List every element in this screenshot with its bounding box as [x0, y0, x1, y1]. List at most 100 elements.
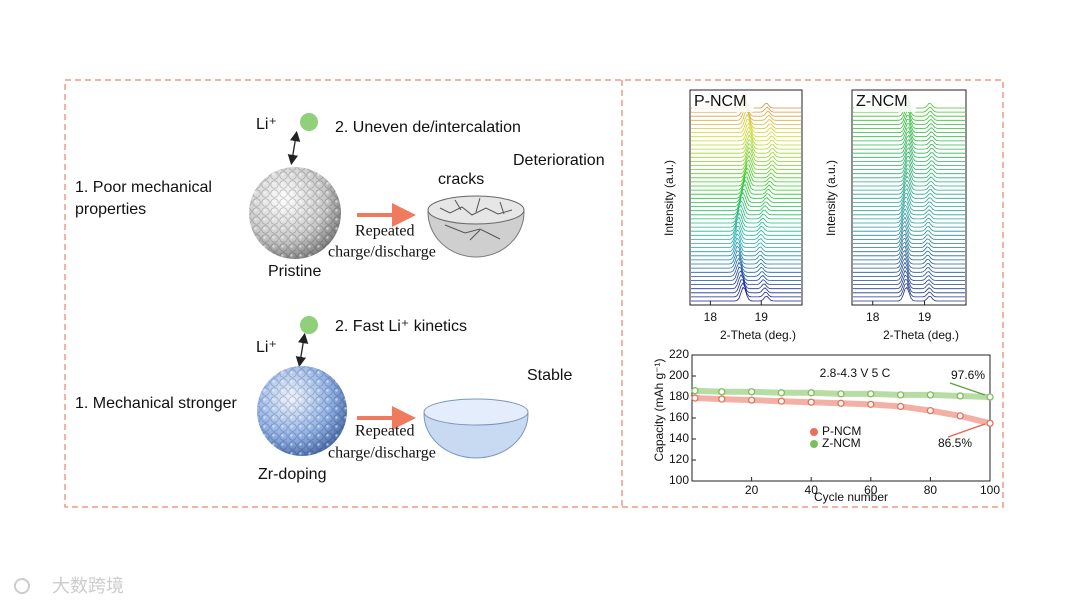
stable-shell [423, 413, 529, 459]
x-tick-label: 20 [745, 483, 759, 497]
process: 2. Fast Li⁺ kinetics [335, 318, 467, 335]
xrd-pattern [853, 142, 965, 158]
xrd-pattern [853, 183, 965, 199]
annotation: 97.6% [951, 368, 985, 382]
xrd-pattern [691, 233, 801, 248]
xrd-pattern [691, 209, 801, 224]
xrd-title: Z-NCM [856, 93, 908, 110]
xrd-pattern [853, 229, 965, 244]
data-point [867, 400, 875, 409]
xrd-pattern [691, 164, 801, 179]
xrd-pattern [853, 147, 965, 162]
xrd-pattern [853, 200, 965, 216]
xrd-pattern [691, 257, 801, 273]
xrd-pattern [691, 179, 801, 195]
xrd-pattern [853, 233, 965, 248]
xrd-frame [851, 89, 967, 306]
xrd-pattern [691, 142, 801, 158]
x-tick-label: 40 [805, 483, 819, 497]
xrd-pattern [691, 229, 801, 244]
xrd-pattern [853, 216, 965, 232]
xrd-pattern [691, 130, 801, 146]
xrd-pattern [853, 164, 965, 179]
data-point [747, 388, 756, 396]
xrd-title-bg [854, 92, 916, 112]
xrd-pattern [691, 183, 801, 199]
data-point [956, 392, 964, 400]
data-point [837, 399, 845, 407]
xrd-pattern [691, 254, 801, 269]
y-axis-label: Capacity (mAh g⁻¹) [652, 358, 666, 461]
legend-label: Z-NCM [822, 436, 861, 450]
xrd-pattern [691, 266, 801, 281]
data-point [691, 387, 699, 395]
exchange-arrow [295, 332, 309, 368]
material: Pristine [268, 263, 321, 280]
watermark: 大数跨境 [14, 576, 124, 596]
xrd-pattern [691, 245, 801, 261]
data-point [867, 390, 875, 398]
xrd-pattern [691, 126, 801, 142]
x-tick-label: 100 [980, 483, 1000, 497]
xrd-pattern [691, 167, 801, 183]
particle-texture [249, 167, 341, 259]
data-point [777, 397, 786, 405]
data-point [986, 393, 994, 401]
xrd-ylabel: Intensity (a.u.) [662, 160, 676, 236]
xrd-pattern [853, 261, 965, 277]
li-ion [300, 113, 318, 131]
xrd-pattern [853, 279, 965, 294]
xrd-pattern [853, 269, 965, 285]
y-tick-label: 140 [669, 431, 689, 445]
xrd-pattern [853, 283, 965, 298]
xrd-pattern [691, 200, 801, 216]
frame [64, 79, 1004, 508]
data-point [986, 419, 994, 427]
xrd-pattern [691, 196, 801, 212]
xrd-title: P-NCM [694, 93, 746, 110]
xrd-pattern [691, 270, 801, 285]
property: 1. Mechanical stronger [75, 395, 238, 412]
xrd-pattern [853, 171, 965, 187]
cracks [439, 197, 513, 241]
data-point [777, 389, 786, 397]
xrd-pattern [853, 245, 965, 261]
xrd-pattern [691, 159, 801, 175]
xrd-pattern [853, 257, 965, 273]
legend-label: P-NCM [822, 424, 861, 438]
xrd-pattern [853, 168, 965, 183]
xrd-pattern [691, 279, 801, 294]
data-point [718, 395, 726, 403]
xrd-pattern [853, 187, 965, 203]
ion-label: Li⁺ [256, 339, 277, 356]
xrd-ylabel: Intensity (a.u.) [824, 160, 838, 236]
y-tick-label: 180 [669, 389, 689, 403]
annotation: 2.8-4.3 V 5 C [820, 366, 891, 380]
x-tick-label: 60 [864, 483, 878, 497]
process: 2. Uneven de/intercalation [335, 119, 521, 136]
annotation-arrow [949, 382, 986, 396]
treatment: charge/discharge [328, 445, 436, 462]
data-point [807, 398, 815, 406]
xrd-pattern [853, 241, 965, 257]
exchange-arrow [287, 130, 301, 166]
xrd-pattern [853, 265, 965, 281]
outcome: Stable [527, 367, 572, 384]
xrd-pattern [853, 192, 965, 207]
xrd-title-bg [692, 92, 754, 112]
y-tick-label: 200 [669, 368, 689, 382]
li-ion [300, 316, 318, 334]
xrd-pattern [853, 175, 965, 191]
xrd-pattern [853, 204, 965, 220]
xrd-pattern [691, 188, 801, 203]
ion-label: Li⁺ [256, 116, 277, 133]
data-point [956, 412, 964, 420]
xrd-pattern [691, 134, 801, 150]
xrd-pattern [853, 237, 965, 253]
xrd-frame [689, 89, 803, 306]
xrd-tick-label: 19 [755, 310, 769, 324]
xrd-pattern [853, 179, 965, 195]
xrd-pattern [853, 130, 965, 146]
